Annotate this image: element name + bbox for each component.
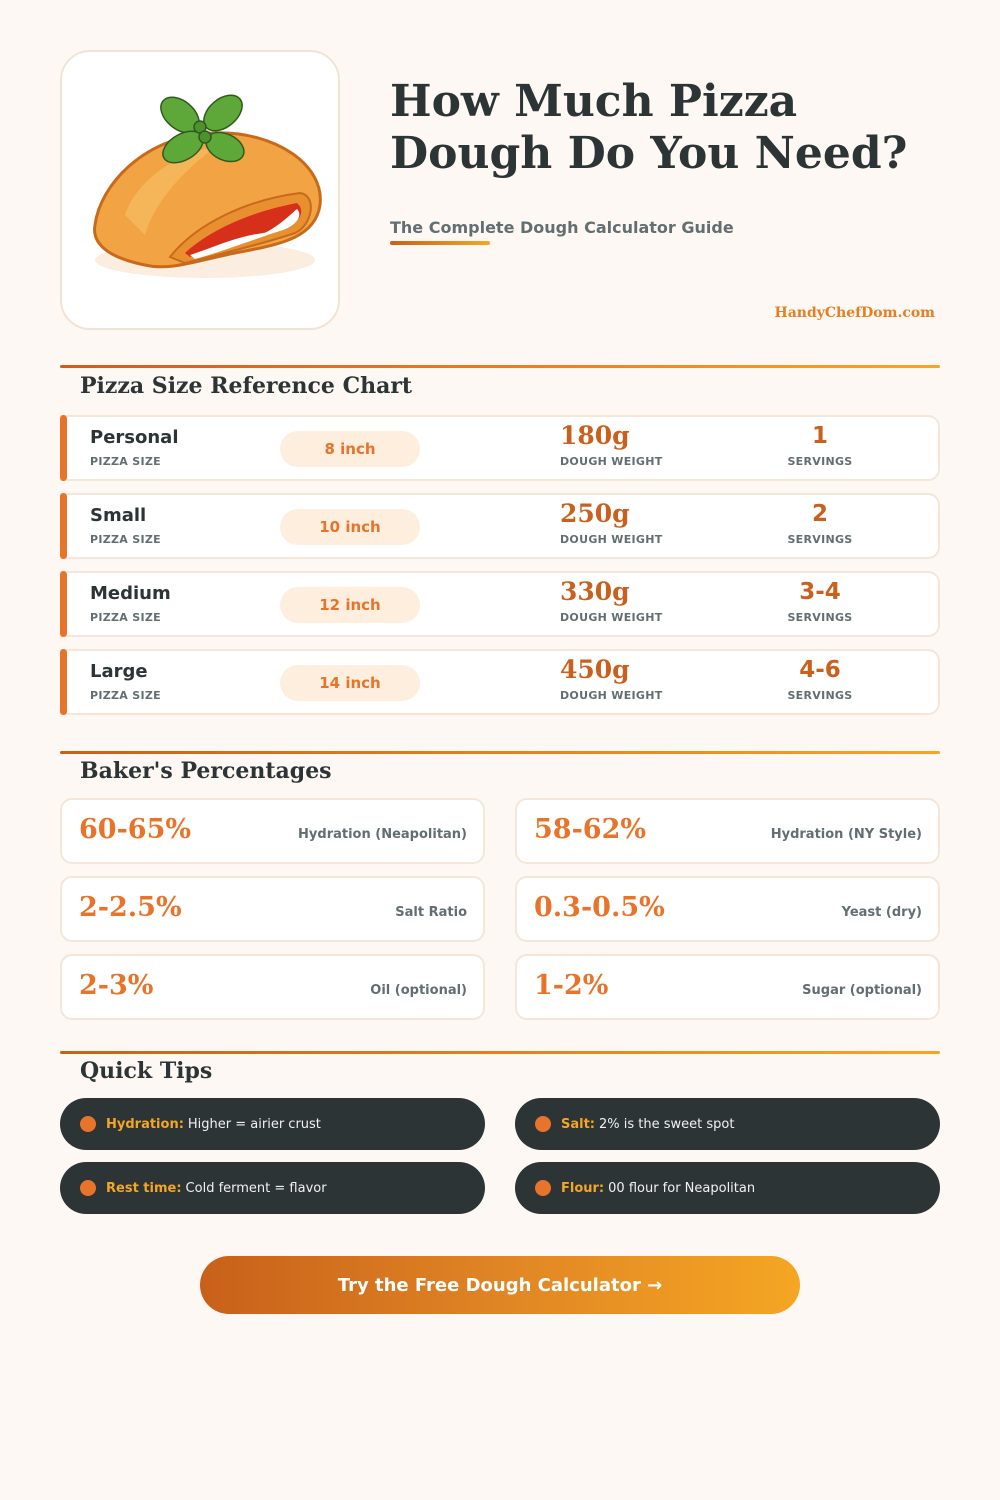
size-row-medium: Medium PIZZA SIZE 12 inch 330g DOUGH WEI… (60, 571, 940, 637)
tip-key: Flour: (561, 1180, 605, 1196)
dough-weight-value: 250g (560, 499, 630, 528)
row-accent-bar (60, 415, 67, 481)
quick-tips-title: Quick Tips (80, 1058, 213, 1084)
dough-weight-label: DOUGH WEIGHT (560, 455, 663, 468)
percentage-card-sugar: 1-2% Sugar (optional) (515, 954, 940, 1020)
percentage-value: 58-62% (534, 814, 647, 845)
try-calculator-button[interactable]: Try the Free Dough Calculator → (200, 1256, 800, 1314)
size-row-large: Large PIZZA SIZE 14 inch 450g DOUGH WEIG… (60, 649, 940, 715)
percentage-label: Salt Ratio (395, 905, 467, 920)
dough-weight-value: 180g (560, 421, 630, 450)
tip-flour: Flour: 00 flour for Neapolitan (515, 1162, 940, 1214)
dough-weight-value: 330g (560, 577, 630, 606)
percentage-label: Hydration (NY Style) (770, 827, 922, 842)
diameter-pill: 14 inch (280, 665, 420, 701)
percentage-value: 1-2% (534, 970, 609, 1001)
percentage-value: 2-2.5% (79, 892, 182, 923)
tip-text: 00 flour for Neapolitan (608, 1180, 756, 1196)
row-accent-bar (60, 649, 67, 715)
dough-weight-label: DOUGH WEIGHT (560, 611, 663, 624)
percentage-card-yeast: 0.3-0.5% Yeast (dry) (515, 876, 940, 942)
percentage-label: Hydration (Neapolitan) (298, 827, 467, 842)
bullet-dot-icon (535, 1180, 551, 1196)
tip-salt: Salt: 2% is the sweet spot (515, 1098, 940, 1150)
size-name: Medium (90, 583, 171, 604)
servings-label: SERVINGS (787, 455, 853, 468)
page-title: How Much Pizza Dough Do You Need? (390, 76, 970, 180)
hero-image-card (60, 50, 340, 330)
size-label: PIZZA SIZE (90, 611, 161, 624)
section-divider (60, 751, 940, 754)
diameter-pill: 10 inch (280, 509, 420, 545)
section-divider (60, 1051, 940, 1054)
tip-key: Hydration: (106, 1116, 184, 1132)
bullet-dot-icon (535, 1116, 551, 1132)
brand-link[interactable]: HandyChefDom.com (774, 305, 936, 321)
tip-key: Salt: (561, 1116, 596, 1132)
title-line-2: Dough Do You Need? (390, 128, 908, 179)
percentage-value: 0.3-0.5% (534, 892, 665, 923)
percentage-value: 2-3% (79, 970, 154, 1001)
bullet-dot-icon (80, 1180, 96, 1196)
servings-label: SERVINGS (787, 689, 853, 702)
size-name: Large (90, 661, 148, 682)
size-label: PIZZA SIZE (90, 533, 161, 546)
page-subtitle: The Complete Dough Calculator Guide (390, 218, 734, 237)
tip-text: 2% is the sweet spot (599, 1116, 735, 1132)
servings-value: 4-6 (799, 657, 841, 683)
bakers-percentages-title: Baker's Percentages (80, 758, 332, 784)
dough-weight-label: DOUGH WEIGHT (560, 533, 663, 546)
subtitle-underline (390, 241, 490, 245)
servings-value: 1 (811, 423, 828, 449)
diameter-pill: 8 inch (280, 431, 420, 467)
size-row-personal: Personal PIZZA SIZE 8 inch 180g DOUGH WE… (60, 415, 940, 481)
tip-text: Cold ferment = flavor (185, 1180, 327, 1196)
tip-rest-time: Rest time: Cold ferment = flavor (60, 1162, 485, 1214)
percentage-card-hydration-neapolitan: 60-65% Hydration (Neapolitan) (60, 798, 485, 864)
percentage-label: Oil (optional) (370, 983, 467, 998)
diameter-pill: 12 inch (280, 587, 420, 623)
servings-value: 3-4 (799, 579, 841, 605)
percentage-label: Yeast (dry) (841, 905, 922, 920)
servings-value: 2 (811, 501, 828, 527)
dough-weight-label: DOUGH WEIGHT (560, 689, 663, 702)
percentage-label: Sugar (optional) (802, 983, 922, 998)
servings-label: SERVINGS (787, 533, 853, 546)
percentage-card-oil: 2-3% Oil (optional) (60, 954, 485, 1020)
section-divider (60, 365, 940, 368)
dough-weight-value: 450g (560, 655, 630, 684)
title-line-1: How Much Pizza (390, 76, 798, 127)
size-label: PIZZA SIZE (90, 455, 161, 468)
size-name: Small (90, 505, 147, 526)
bullet-dot-icon (80, 1116, 96, 1132)
tip-key: Rest time: (106, 1180, 182, 1196)
percentage-card-salt: 2-2.5% Salt Ratio (60, 876, 485, 942)
size-row-small: Small PIZZA SIZE 10 inch 250g DOUGH WEIG… (60, 493, 940, 559)
percentage-card-hydration-ny: 58-62% Hydration (NY Style) (515, 798, 940, 864)
calzone-illustration-icon (93, 94, 322, 278)
row-accent-bar (60, 571, 67, 637)
servings-label: SERVINGS (787, 611, 853, 624)
size-label: PIZZA SIZE (90, 689, 161, 702)
tip-hydration: Hydration: Higher = airier crust (60, 1098, 485, 1150)
size-chart-title: Pizza Size Reference Chart (80, 373, 413, 399)
tip-text: Higher = airier crust (187, 1116, 321, 1132)
size-name: Personal (90, 427, 179, 448)
percentage-value: 60-65% (79, 814, 192, 845)
row-accent-bar (60, 493, 67, 559)
